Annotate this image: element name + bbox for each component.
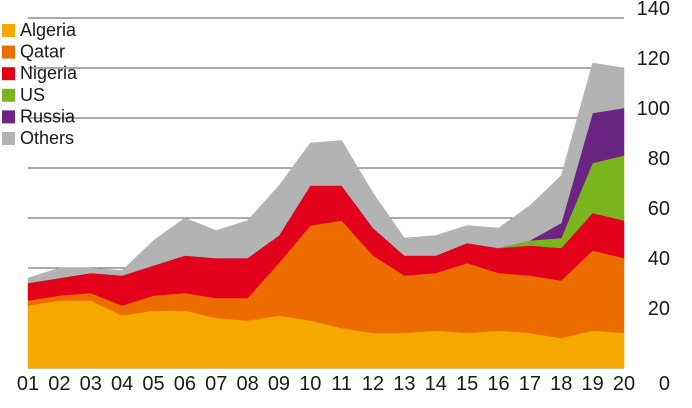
legend-label-qatar: Qatar: [20, 42, 65, 62]
x-axis: 01 02 03 04 05 06 07 08 09 10 11 12 13 14 15 16 17 18 19 20: [17, 373, 635, 395]
x-tick-label: 03: [80, 373, 102, 395]
x-tick-label: 14: [425, 373, 447, 395]
legend-swatch-others: [2, 132, 15, 145]
x-tick-label: 05: [142, 373, 164, 395]
x-tick-label: 04: [111, 373, 133, 395]
x-tick-label: 09: [268, 373, 290, 395]
x-tick-label: 12: [362, 373, 384, 395]
y-tick-label: 80: [648, 148, 670, 170]
x-tick-label: 11: [331, 373, 352, 395]
y-tick-label: 40: [648, 248, 670, 270]
y-tick-label: 60: [648, 198, 670, 220]
legend-label-us: US: [20, 85, 45, 105]
x-tick-label: 13: [393, 373, 415, 395]
x-tick-label: 10: [299, 373, 321, 395]
y-tick-label: 120: [637, 48, 670, 70]
legend-label-nigeria: Nigeria: [20, 63, 78, 83]
x-tick-label: 19: [582, 373, 604, 395]
x-tick-label: 18: [550, 373, 572, 395]
legend-label-others: Others: [20, 128, 74, 148]
legend-label-algeria: Algeria: [20, 20, 77, 40]
y-tick-label: 20: [648, 298, 670, 320]
legend-swatch-russia: [2, 110, 15, 124]
x-tick-label: 02: [48, 373, 70, 395]
x-tick-label: 20: [613, 373, 635, 395]
x-tick-label: 07: [205, 373, 227, 395]
y-tick-label: 100: [637, 98, 670, 120]
x-tick-label: 01: [17, 373, 39, 395]
x-tick-label: 06: [174, 373, 196, 395]
legend-swatch-us: [2, 88, 15, 102]
y-tick-label: 140: [637, 0, 670, 20]
x-tick-label: 17: [519, 373, 541, 395]
area-series-others: [27, 62, 625, 284]
x-tick-label: 16: [487, 373, 509, 395]
legend-swatch-qatar: [2, 45, 15, 59]
y-axis: 0 20 40 60 80 100 120 140: [637, 0, 670, 395]
x-tick-label: 15: [456, 373, 478, 395]
x-tick-label: 08: [236, 373, 258, 395]
legend-swatch-algeria: [2, 24, 15, 37]
legend-swatch-nigeria: [2, 67, 15, 81]
legend-label-russia: Russia: [20, 106, 76, 126]
y-tick-label: 0: [659, 373, 670, 395]
area-series-group: [27, 62, 625, 369]
